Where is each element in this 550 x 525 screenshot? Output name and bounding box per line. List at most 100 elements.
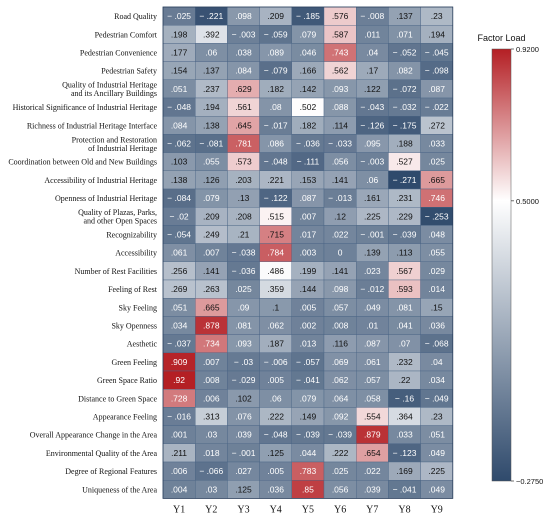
cell-value-label: .088 [332,102,349,112]
cell-value-label: .049 [428,484,445,494]
cell-value-label: .231 [396,193,413,203]
cell-value-label: .005 [300,302,317,312]
column-label: Y2 [205,504,217,515]
row-label: Appearance Feeling [93,413,157,422]
cell-value-label: .909 [171,357,188,367]
cell-value-label: .211 [171,448,187,458]
cell-value-label: .03 [205,430,217,440]
cell-value-label: .567 [396,266,413,276]
cell-value-label: .001 [171,430,188,440]
cell-value-label: .141 [332,266,349,276]
cell-value-label: .005 [267,466,284,476]
cell-value-label: .486 [267,266,284,276]
cell-value-label: .023 [364,266,381,276]
cell-value-label: .593 [396,284,413,294]
cell-value-label: .587 [332,29,349,39]
cell-value-label: .554 [364,412,381,422]
cell-value-label: .018 [203,448,220,458]
cell-value-label: − .111 [297,157,320,167]
cell-value-label: − .098 [425,66,449,76]
cell-value-label: .057 [364,375,381,385]
cell-value-label: .645 [235,120,252,130]
cell-value-label: .087 [428,84,445,94]
cell-value-label: .007 [300,211,317,221]
cell-value-label: .527 [396,157,413,167]
cell-value-label: .005 [267,375,284,385]
cell-value-label: .126 [203,175,220,185]
colorbar-tick-label: 0.5000 [516,197,539,206]
cell-value-label: .515 [267,211,284,221]
cell-value-label: .011 [364,29,380,39]
heatmap-cells: − .025 − .221 .098 .209 − .185 .576 − .008 .137… [162,6,454,499]
cell-value-label: .03 [205,484,217,494]
cell-value-label: − .001 [232,448,256,458]
cell-value-label: .149 [300,412,317,422]
cell-value-label: .087 [364,339,381,349]
row-label: Feeling of Rest [108,285,158,294]
cell-value-label: .222 [267,412,284,422]
cell-value-label: .561 [235,102,252,112]
cell-value-label: .061 [171,248,188,258]
cell-value-label: .194 [428,29,445,39]
row-label: Green Feeling [111,358,157,367]
cell-value-label: − .081 [199,139,223,149]
cell-value-label: − .049 [425,393,449,403]
cell-value-label: − .059 [264,29,288,39]
colorbar: Factor Load 0.9200 0.5000 −0.2750 [477,33,543,486]
cell-value-label: − .025 [167,11,191,21]
row-label: Recognizability [106,231,157,240]
cell-value-label: .025 [428,157,445,167]
cell-value-label: .188 [396,139,413,149]
cell-value-label: .138 [203,120,220,130]
cell-value-label: .85 [302,484,314,494]
cell-value-label: − .221 [199,11,223,21]
cell-value-label: .069 [332,357,349,367]
heatmap-border [162,6,454,499]
row-label: Road Quality [114,12,157,21]
cell-value-label: .036 [267,484,284,494]
row-label: of Industrial Heritage [88,144,157,153]
cell-value-label: .138 [171,175,188,185]
cell-value-label: .225 [428,466,445,476]
cell-value-label: .06 [205,48,217,58]
cell-value-label: .237 [203,84,220,94]
cell-value-label: − .036 [232,266,256,276]
cell-value-label: .003 [300,248,317,258]
cell-value-label: .137 [396,11,413,21]
cell-value-label: .209 [267,11,284,21]
cell-value-label: .006 [203,393,220,403]
cell-value-label: .04 [431,357,443,367]
cell-value-label: − .037 [167,339,191,349]
cell-value-label: .025 [235,284,252,294]
cell-value-label: .15 [431,302,443,312]
cell-value-label: .086 [267,139,284,149]
cell-value-label: .122 [364,84,381,94]
row-label: Accessibility [115,249,157,258]
column-labels: Y1 Y2 Y3 Y4 Y5 Y6 Y7 Y8 Y9 [173,504,443,515]
cell-value-label: .142 [300,84,317,94]
cell-value-label: .027 [235,466,252,476]
cell-value-label: − .013 [328,193,352,203]
row-label: Accessibility of Industrial Heritage [44,176,157,185]
cell-value-label: .039 [235,430,252,440]
cell-value-label: .06 [270,393,282,403]
colorbar-ticks: 0.9200 0.5000 −0.2750 [511,45,543,486]
cell-value-label: .049 [364,302,381,312]
cell-value-label: .17 [366,66,378,76]
cell-value-label: .004 [171,484,188,494]
cell-value-label: .008 [332,321,349,331]
row-label: Pedestrian Safety [101,67,157,76]
row-label: Historical Significance of Industrial He… [13,103,158,112]
cell-value-label: .222 [332,448,349,458]
cell-value-label: − .072 [393,84,417,94]
row-label: Uniqueness of the Area [82,485,157,494]
cell-value-label: .23 [431,412,443,422]
cell-value-label: .038 [235,48,252,58]
cell-value-label: .878 [203,321,220,331]
row-label: and other Open Spaces [83,217,157,226]
column-label: Y7 [366,504,378,515]
row-label: Protection and Restoration [72,135,157,144]
row-label: Number of Rest Facilities [75,267,157,276]
cell-value-label: .046 [300,48,317,58]
